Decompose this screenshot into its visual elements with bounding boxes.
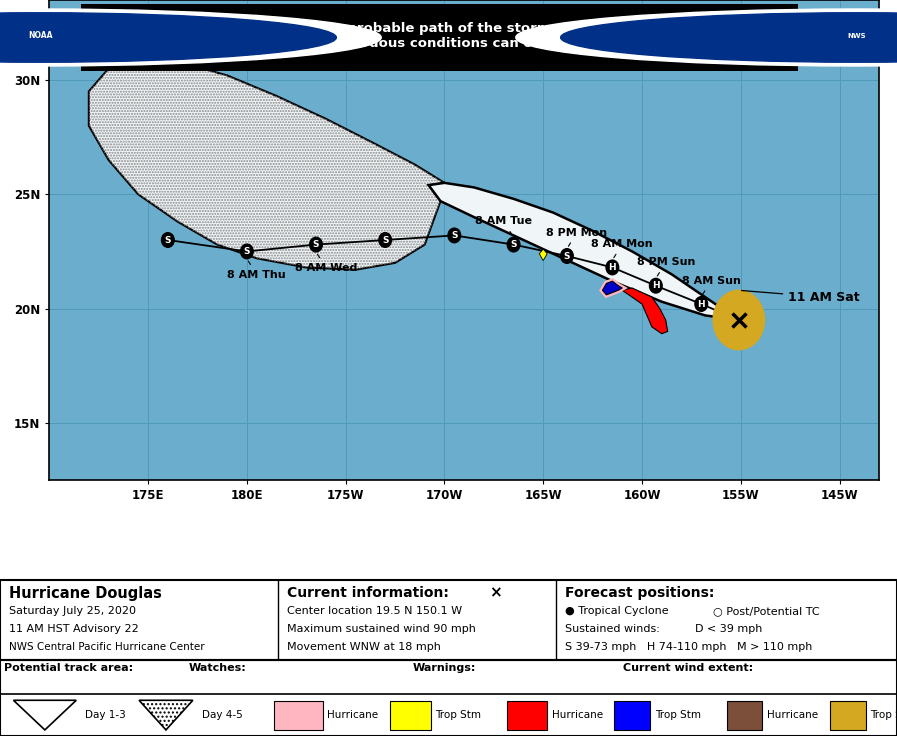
Text: Saturday July 25, 2020: Saturday July 25, 2020: [9, 606, 136, 617]
Text: 8 AM Wed: 8 AM Wed: [295, 254, 357, 273]
Circle shape: [0, 13, 336, 63]
Circle shape: [606, 260, 619, 275]
FancyBboxPatch shape: [390, 701, 431, 730]
Circle shape: [240, 244, 253, 259]
Text: S: S: [244, 247, 250, 256]
Circle shape: [649, 278, 662, 293]
Text: Movement WNW at 18 mph: Movement WNW at 18 mph: [287, 643, 441, 652]
Text: 8 PM Sun: 8 PM Sun: [637, 258, 695, 276]
Text: ×: ×: [489, 586, 501, 601]
Text: ○ Post/Potential TC: ○ Post/Potential TC: [713, 606, 820, 617]
Text: Center location 19.5 N 150.1 W: Center location 19.5 N 150.1 W: [287, 606, 462, 617]
Polygon shape: [603, 281, 623, 295]
Polygon shape: [89, 57, 444, 269]
Text: Warnings:: Warnings:: [413, 663, 476, 673]
Circle shape: [309, 237, 322, 252]
FancyBboxPatch shape: [830, 701, 866, 730]
Text: S: S: [563, 252, 570, 261]
Text: NWS Central Pacific Hurricane Center: NWS Central Pacific Hurricane Center: [9, 643, 205, 652]
Text: S 39-73 mph   H 74-110 mph   M > 110 mph: S 39-73 mph H 74-110 mph M > 110 mph: [565, 643, 813, 652]
Circle shape: [379, 233, 391, 247]
Text: Current wind extent:: Current wind extent:: [623, 663, 753, 673]
FancyBboxPatch shape: [727, 701, 762, 730]
FancyBboxPatch shape: [614, 701, 650, 730]
Text: H: H: [608, 263, 616, 272]
Text: Forecast positions:: Forecast positions:: [565, 586, 715, 600]
Text: Hurricane Douglas: Hurricane Douglas: [9, 586, 161, 601]
Polygon shape: [623, 288, 667, 333]
FancyBboxPatch shape: [274, 701, 323, 730]
Text: Sustained winds:: Sustained winds:: [565, 624, 660, 634]
FancyBboxPatch shape: [507, 701, 547, 730]
Text: 11 AM HST Advisory 22: 11 AM HST Advisory 22: [9, 624, 139, 634]
Circle shape: [561, 249, 573, 263]
Text: D < 39 mph: D < 39 mph: [695, 624, 762, 634]
Text: Watches:: Watches:: [188, 663, 246, 673]
Text: Note: The cone contains the probable path of the storm center but does not show
: Note: The cone contains the probable pat…: [133, 22, 746, 50]
Polygon shape: [539, 250, 547, 261]
Text: NWS: NWS: [848, 33, 866, 39]
Text: ● Tropical Cyclone: ● Tropical Cyclone: [565, 606, 669, 617]
FancyBboxPatch shape: [81, 4, 798, 71]
Text: S: S: [165, 236, 171, 244]
Text: 8 AM Sun: 8 AM Sun: [682, 276, 741, 294]
Circle shape: [516, 9, 897, 66]
Circle shape: [0, 9, 381, 66]
Text: 8 PM Mon: 8 PM Mon: [546, 227, 607, 247]
Text: Potential track area:: Potential track area:: [4, 663, 134, 673]
Circle shape: [713, 290, 764, 350]
Text: Maximum sustained wind 90 mph: Maximum sustained wind 90 mph: [287, 624, 476, 634]
Text: H: H: [698, 300, 705, 308]
Circle shape: [695, 297, 708, 311]
Text: H: H: [652, 281, 659, 290]
Text: Day 1-3: Day 1-3: [85, 710, 126, 720]
Text: 8 AM Mon: 8 AM Mon: [591, 239, 653, 258]
Text: Day 4-5: Day 4-5: [202, 710, 242, 720]
Text: Current information:: Current information:: [287, 586, 458, 600]
Circle shape: [448, 228, 461, 243]
Text: S: S: [313, 240, 319, 249]
Text: 8 AM Tue: 8 AM Tue: [475, 216, 532, 235]
Circle shape: [161, 233, 174, 247]
Text: Hurricane: Hurricane: [327, 710, 379, 720]
Text: 8 AM Thu: 8 AM Thu: [228, 261, 286, 280]
Text: S: S: [451, 231, 457, 240]
Text: 11 AM Sat: 11 AM Sat: [742, 291, 860, 304]
Text: Hurricane: Hurricane: [552, 710, 603, 720]
Text: Hurricane: Hurricane: [767, 710, 818, 720]
Circle shape: [561, 13, 897, 63]
Text: NOAA: NOAA: [28, 32, 53, 40]
Text: S: S: [382, 236, 388, 244]
Polygon shape: [429, 183, 739, 320]
Polygon shape: [603, 281, 623, 295]
Polygon shape: [139, 700, 193, 730]
Circle shape: [508, 237, 520, 252]
Text: Trop Stm: Trop Stm: [870, 710, 897, 720]
Text: Trop Stm: Trop Stm: [435, 710, 481, 720]
Text: Trop Stm: Trop Stm: [655, 710, 701, 720]
Text: S: S: [510, 240, 517, 249]
